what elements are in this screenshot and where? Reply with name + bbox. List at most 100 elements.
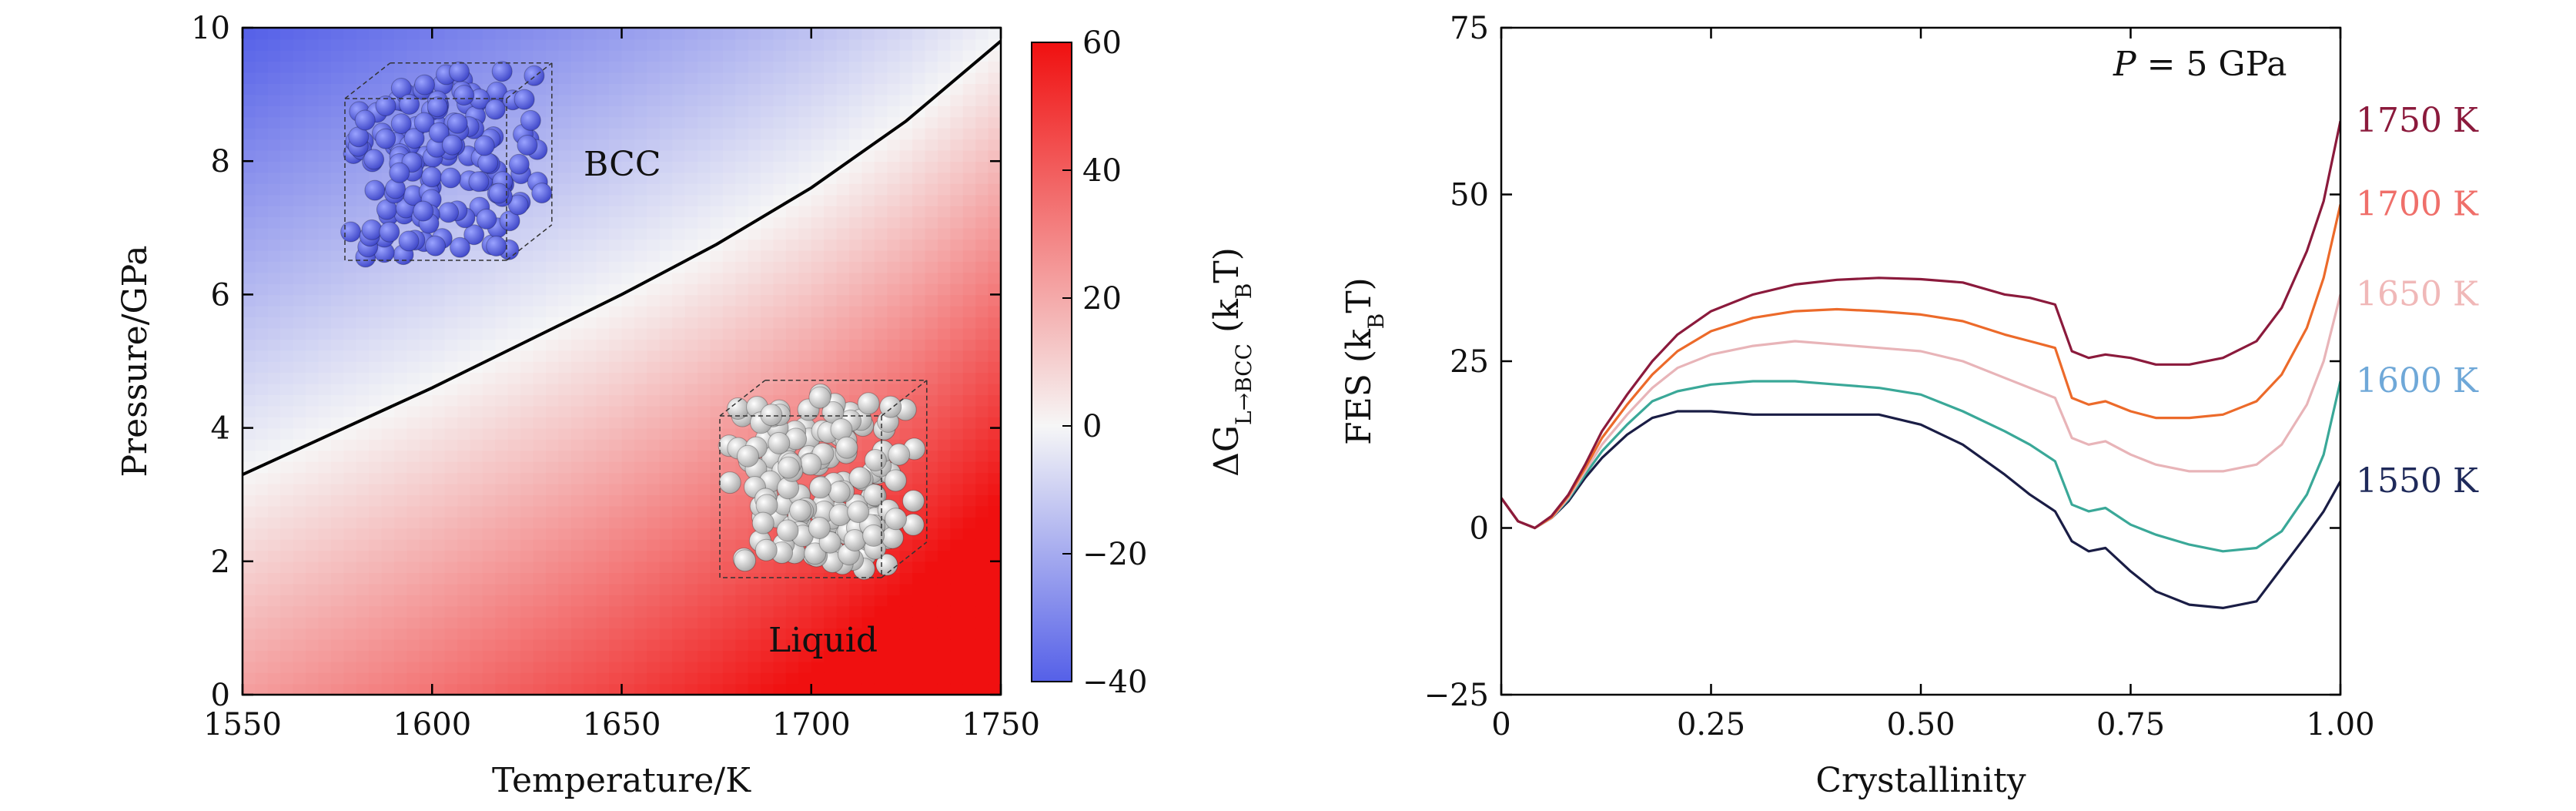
heatmap-cell	[824, 327, 838, 340]
heatmap-cell	[482, 417, 497, 429]
heatmap-cell	[773, 638, 787, 652]
heatmap-cell	[293, 149, 306, 162]
heatmap-cell	[798, 261, 812, 273]
heatmap-cell	[950, 272, 964, 284]
heatmap-cell	[318, 139, 332, 151]
heatmap-cell	[785, 183, 800, 196]
heatmap-cell	[912, 161, 926, 173]
heatmap-cell	[457, 538, 471, 551]
heatmap-cell	[962, 39, 976, 51]
heatmap-cell	[255, 106, 269, 118]
heatmap-cell	[962, 383, 976, 396]
heatmap-cell	[887, 139, 901, 151]
heatmap-cell	[243, 505, 256, 518]
heatmap-cell	[243, 327, 256, 340]
heatmap-cell	[937, 394, 952, 407]
heatmap-cell	[735, 116, 749, 129]
heatmap-cell	[710, 550, 724, 562]
heatmap-cell	[988, 272, 1001, 284]
heatmap-cell	[975, 638, 989, 652]
heatmap-cell	[482, 39, 497, 51]
heatmap-cell	[710, 494, 724, 507]
heatmap-cell	[950, 561, 964, 574]
heatmap-cell	[470, 494, 483, 507]
heatmap-cell	[988, 227, 1001, 240]
heatmap-cell	[280, 616, 294, 629]
heatmap-cell	[773, 350, 787, 362]
heatmap-cell	[356, 405, 370, 417]
heatmap-cell	[647, 317, 661, 329]
heatmap-cell	[293, 272, 306, 284]
heatmap-cell	[748, 194, 761, 206]
heatmap-cell	[457, 28, 471, 40]
heatmap-cell	[912, 605, 926, 618]
heatmap-cell	[267, 394, 282, 407]
heatmap-cell	[698, 605, 711, 618]
heatmap-cell	[280, 661, 294, 673]
heatmap-cell	[533, 427, 547, 440]
heatmap-cell	[937, 417, 952, 429]
heatmap-cell	[698, 106, 711, 118]
heatmap-cell	[318, 538, 332, 551]
heatmap-cell	[507, 528, 521, 540]
heatmap-cell	[634, 394, 648, 407]
heatmap-cell	[988, 94, 1001, 106]
heatmap-cell	[937, 439, 952, 451]
heatmap-cell	[558, 39, 572, 51]
heatmap-cell	[634, 483, 648, 495]
heatmap-cell	[293, 505, 306, 518]
heatmap-cell	[836, 28, 850, 40]
heatmap-cell	[722, 683, 737, 695]
heatmap-cell	[684, 194, 698, 206]
heatmap-cell	[773, 49, 787, 62]
heatmap-cell	[570, 450, 585, 462]
heatmap-cell	[520, 216, 534, 229]
heatmap-cell	[584, 49, 597, 62]
heatmap-cell	[318, 383, 332, 396]
heatmap-cell	[684, 28, 698, 40]
heatmap-cell	[243, 339, 256, 351]
heatmap-cell	[267, 361, 282, 374]
heatmap-cell	[773, 372, 787, 384]
fes-series-group	[1501, 120, 2340, 609]
heatmap-cell	[684, 583, 698, 595]
heatmap-cell	[925, 116, 938, 129]
heatmap-cell	[925, 528, 938, 540]
heatmap-cell	[975, 494, 989, 507]
heatmap-cell	[318, 605, 332, 618]
heatmap-cell	[874, 161, 888, 173]
heatmap-cell	[570, 327, 585, 340]
heatmap-cell	[394, 339, 408, 351]
heatmap-cell	[482, 49, 497, 62]
heatmap-cell	[470, 261, 483, 273]
atom	[902, 490, 925, 512]
heatmap-cell	[293, 561, 306, 574]
heatmap-cell	[533, 161, 547, 173]
heatmap-cell	[255, 339, 269, 351]
heatmap-cell	[937, 505, 952, 518]
heatmap-cell	[293, 294, 306, 307]
heatmap-cell	[659, 583, 673, 595]
heatmap-cell	[255, 439, 269, 451]
heatmap-cell	[381, 650, 395, 662]
heatmap-cell	[988, 583, 1001, 595]
heatmap-cell	[748, 583, 761, 595]
heatmap-cell	[861, 149, 875, 162]
heatmap-cell	[811, 94, 825, 106]
heatmap-cell	[406, 427, 420, 440]
heatmap-cell	[584, 405, 597, 417]
heatmap-cell	[962, 149, 976, 162]
heatmap-cell	[609, 194, 623, 206]
heatmap-cell	[280, 605, 294, 618]
heatmap-cell	[722, 239, 737, 251]
heatmap-cell	[507, 628, 521, 640]
heatmap-cell	[659, 227, 673, 240]
heatmap-cell	[419, 317, 433, 329]
heatmap-cell	[596, 572, 610, 585]
heatmap-cell	[406, 439, 420, 451]
heatmap-cell	[596, 39, 610, 51]
heatmap-cell	[609, 672, 623, 685]
heatmap-cell	[849, 28, 863, 40]
heatmap-cell	[647, 383, 661, 396]
heatmap-cell	[710, 361, 724, 374]
